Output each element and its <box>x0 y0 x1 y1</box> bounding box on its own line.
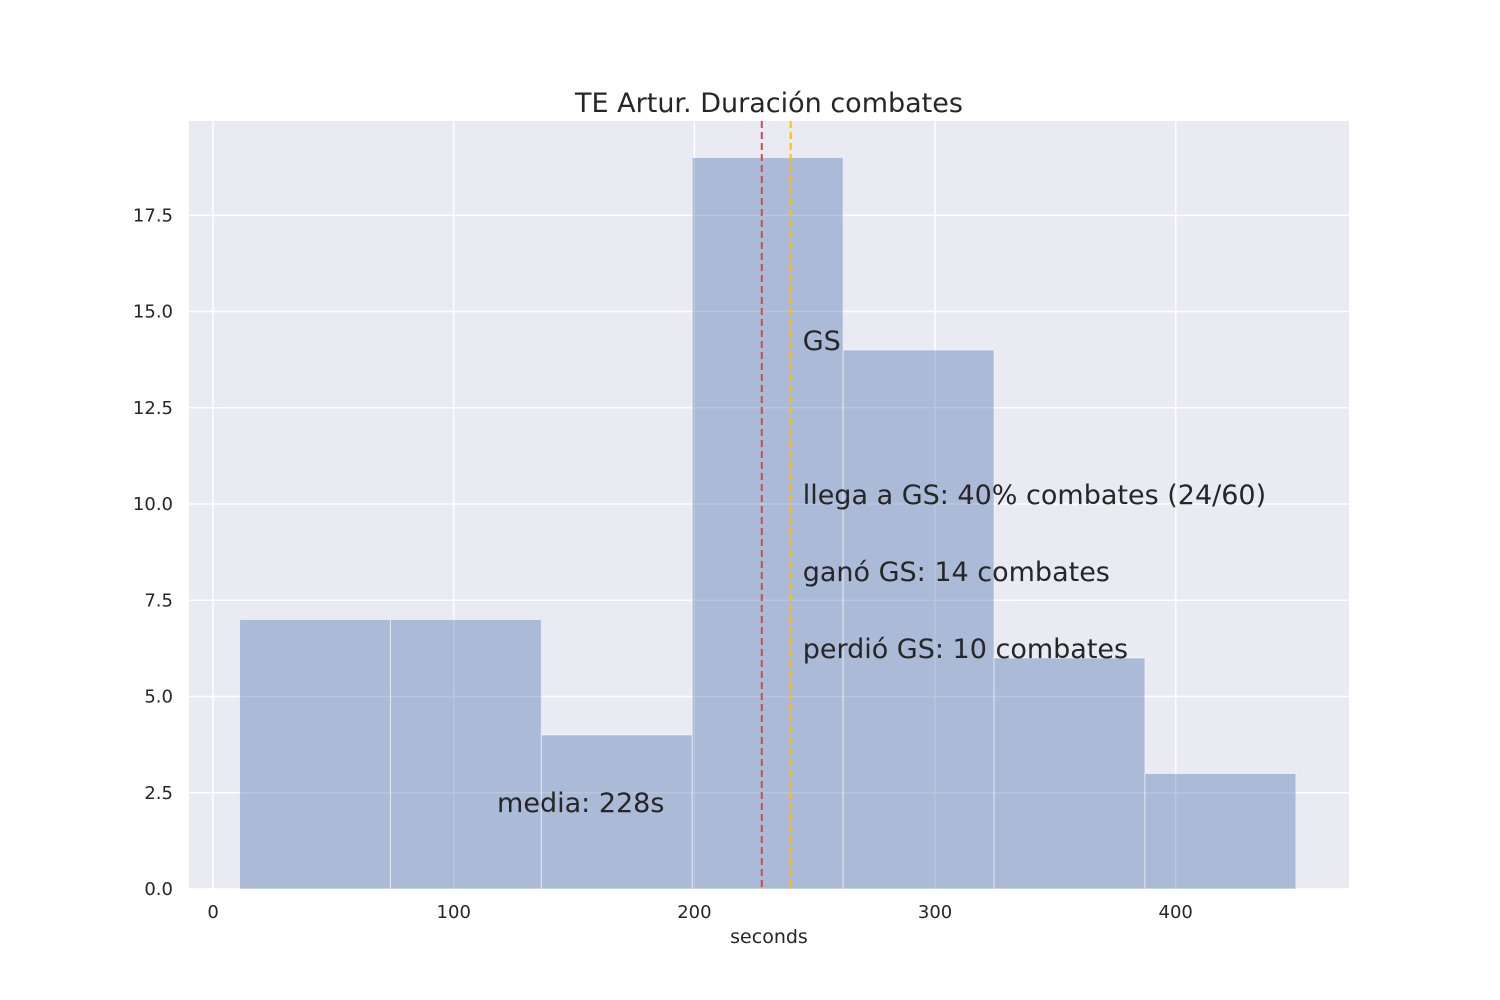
histogram-bar <box>1144 773 1297 890</box>
x-axis-ticks: 0 100 200 300 400 <box>207 902 1193 923</box>
histogram-bar <box>389 619 542 890</box>
plot-area <box>189 121 1349 889</box>
y-tick-label: 10.0 <box>133 494 173 515</box>
x-axis-label: seconds <box>730 926 808 948</box>
chart-annotation: GS <box>803 326 841 357</box>
reference-lines <box>760 121 792 889</box>
y-tick-label: 0.0 <box>144 879 173 900</box>
y-tick-label: 17.5 <box>133 205 173 226</box>
histogram-bar <box>993 657 1146 890</box>
histogram-bar <box>239 619 391 890</box>
chart-annotation: perdió GS: 10 combates <box>803 634 1128 665</box>
x-tick-label: 200 <box>677 902 711 923</box>
grid-lines <box>189 121 1349 890</box>
histogram-bar <box>842 349 995 890</box>
y-tick-label: 2.5 <box>144 783 173 804</box>
chart-annotation: ganó GS: 14 combates <box>803 557 1110 588</box>
x-tick-label: 400 <box>1159 902 1193 923</box>
annotations: media: 228s GS llega a GS: 40% combates (2… <box>497 326 1266 819</box>
x-tick-label: 0 <box>207 902 218 923</box>
x-tick-label: 100 <box>437 902 471 923</box>
histogram-bar <box>691 157 844 890</box>
histogram-bars <box>239 157 1297 890</box>
chart-annotation: media: 228s <box>497 788 664 819</box>
y-axis-ticks: 0.0 2.5 5.0 7.5 10.0 12.5 15.0 17.5 <box>133 205 173 900</box>
y-tick-label: 12.5 <box>133 398 173 419</box>
y-tick-label: 15.0 <box>133 302 173 323</box>
y-tick-label: 5.0 <box>144 687 173 708</box>
x-tick-label: 300 <box>918 902 952 923</box>
y-tick-label: 7.5 <box>144 590 173 611</box>
chart-annotation: llega a GS: 40% combates (24/60) <box>803 480 1266 511</box>
histogram-bar <box>540 734 693 890</box>
chart-title: TE Artur. Duración combates <box>574 88 963 119</box>
